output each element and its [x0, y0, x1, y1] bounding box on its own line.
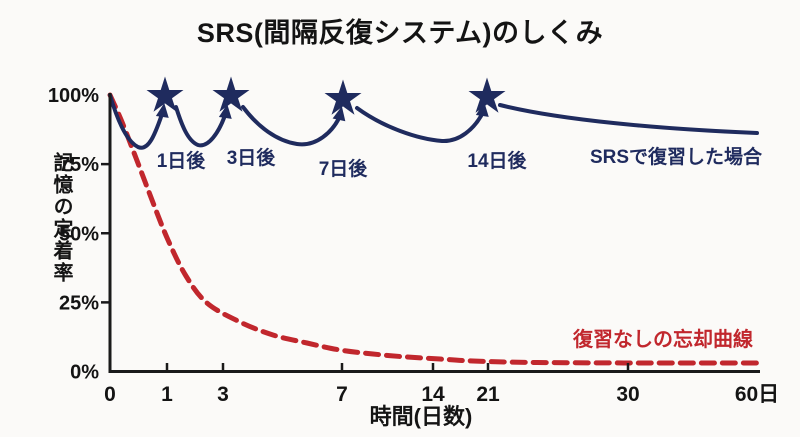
review-arrowhead-4: [475, 102, 489, 117]
review-star-2: [212, 76, 250, 112]
y-tick-label-75: 75%: [59, 154, 99, 176]
x-tick-label-1: 1: [161, 383, 173, 406]
review-label-2: 3日後: [227, 146, 277, 169]
review-star-4: [468, 77, 506, 113]
y-tick-label-50: 50%: [59, 223, 99, 245]
review-label-1: 1日後: [157, 149, 207, 172]
review-arrowhead-2: [218, 104, 232, 119]
review-arrowhead-3: [332, 106, 346, 122]
review-arrowhead-1: [155, 103, 169, 118]
review-star-3: [324, 79, 362, 115]
x-tick-label-30: 30: [616, 383, 639, 406]
x-axis-title: 時間(日数): [370, 404, 473, 429]
y-axis-title: 記憶の定着率: [50, 152, 72, 284]
srs-curve-segment-2: [174, 105, 226, 148]
x-tick-label-3: 3: [217, 383, 229, 406]
axes-lines: [108, 93, 760, 373]
srs-series-label: SRSで復習した場合: [590, 145, 763, 168]
srs-curve-segment-5: [498, 103, 759, 135]
x-tick-label-60: 60日: [735, 383, 779, 406]
srs-curve-segment-4: [355, 106, 483, 144]
x-tick-label-0: 0: [104, 383, 116, 406]
chart-title: SRS(間隔反復システム)のしくみ: [196, 18, 604, 48]
x-tick-label-7: 7: [336, 383, 348, 406]
forgetting-series-label: 復習なしの忘却曲線: [572, 327, 753, 351]
review-label-3: 7日後: [319, 157, 369, 180]
review-star-1: [146, 76, 184, 112]
forgetting-curve: [107, 92, 760, 366]
y-tick-label-25: 25%: [59, 292, 99, 314]
srs-curve-segment-3: [241, 105, 340, 147]
y-tick-label-0: 0%: [70, 362, 99, 384]
x-tick-label-14: 14: [421, 383, 445, 406]
x-tick-label-21: 21: [476, 383, 500, 406]
y-tick-label-100: 100%: [48, 85, 99, 107]
srs-curve-segment-1: [108, 93, 163, 150]
review-label-4: 14日後: [467, 149, 527, 172]
